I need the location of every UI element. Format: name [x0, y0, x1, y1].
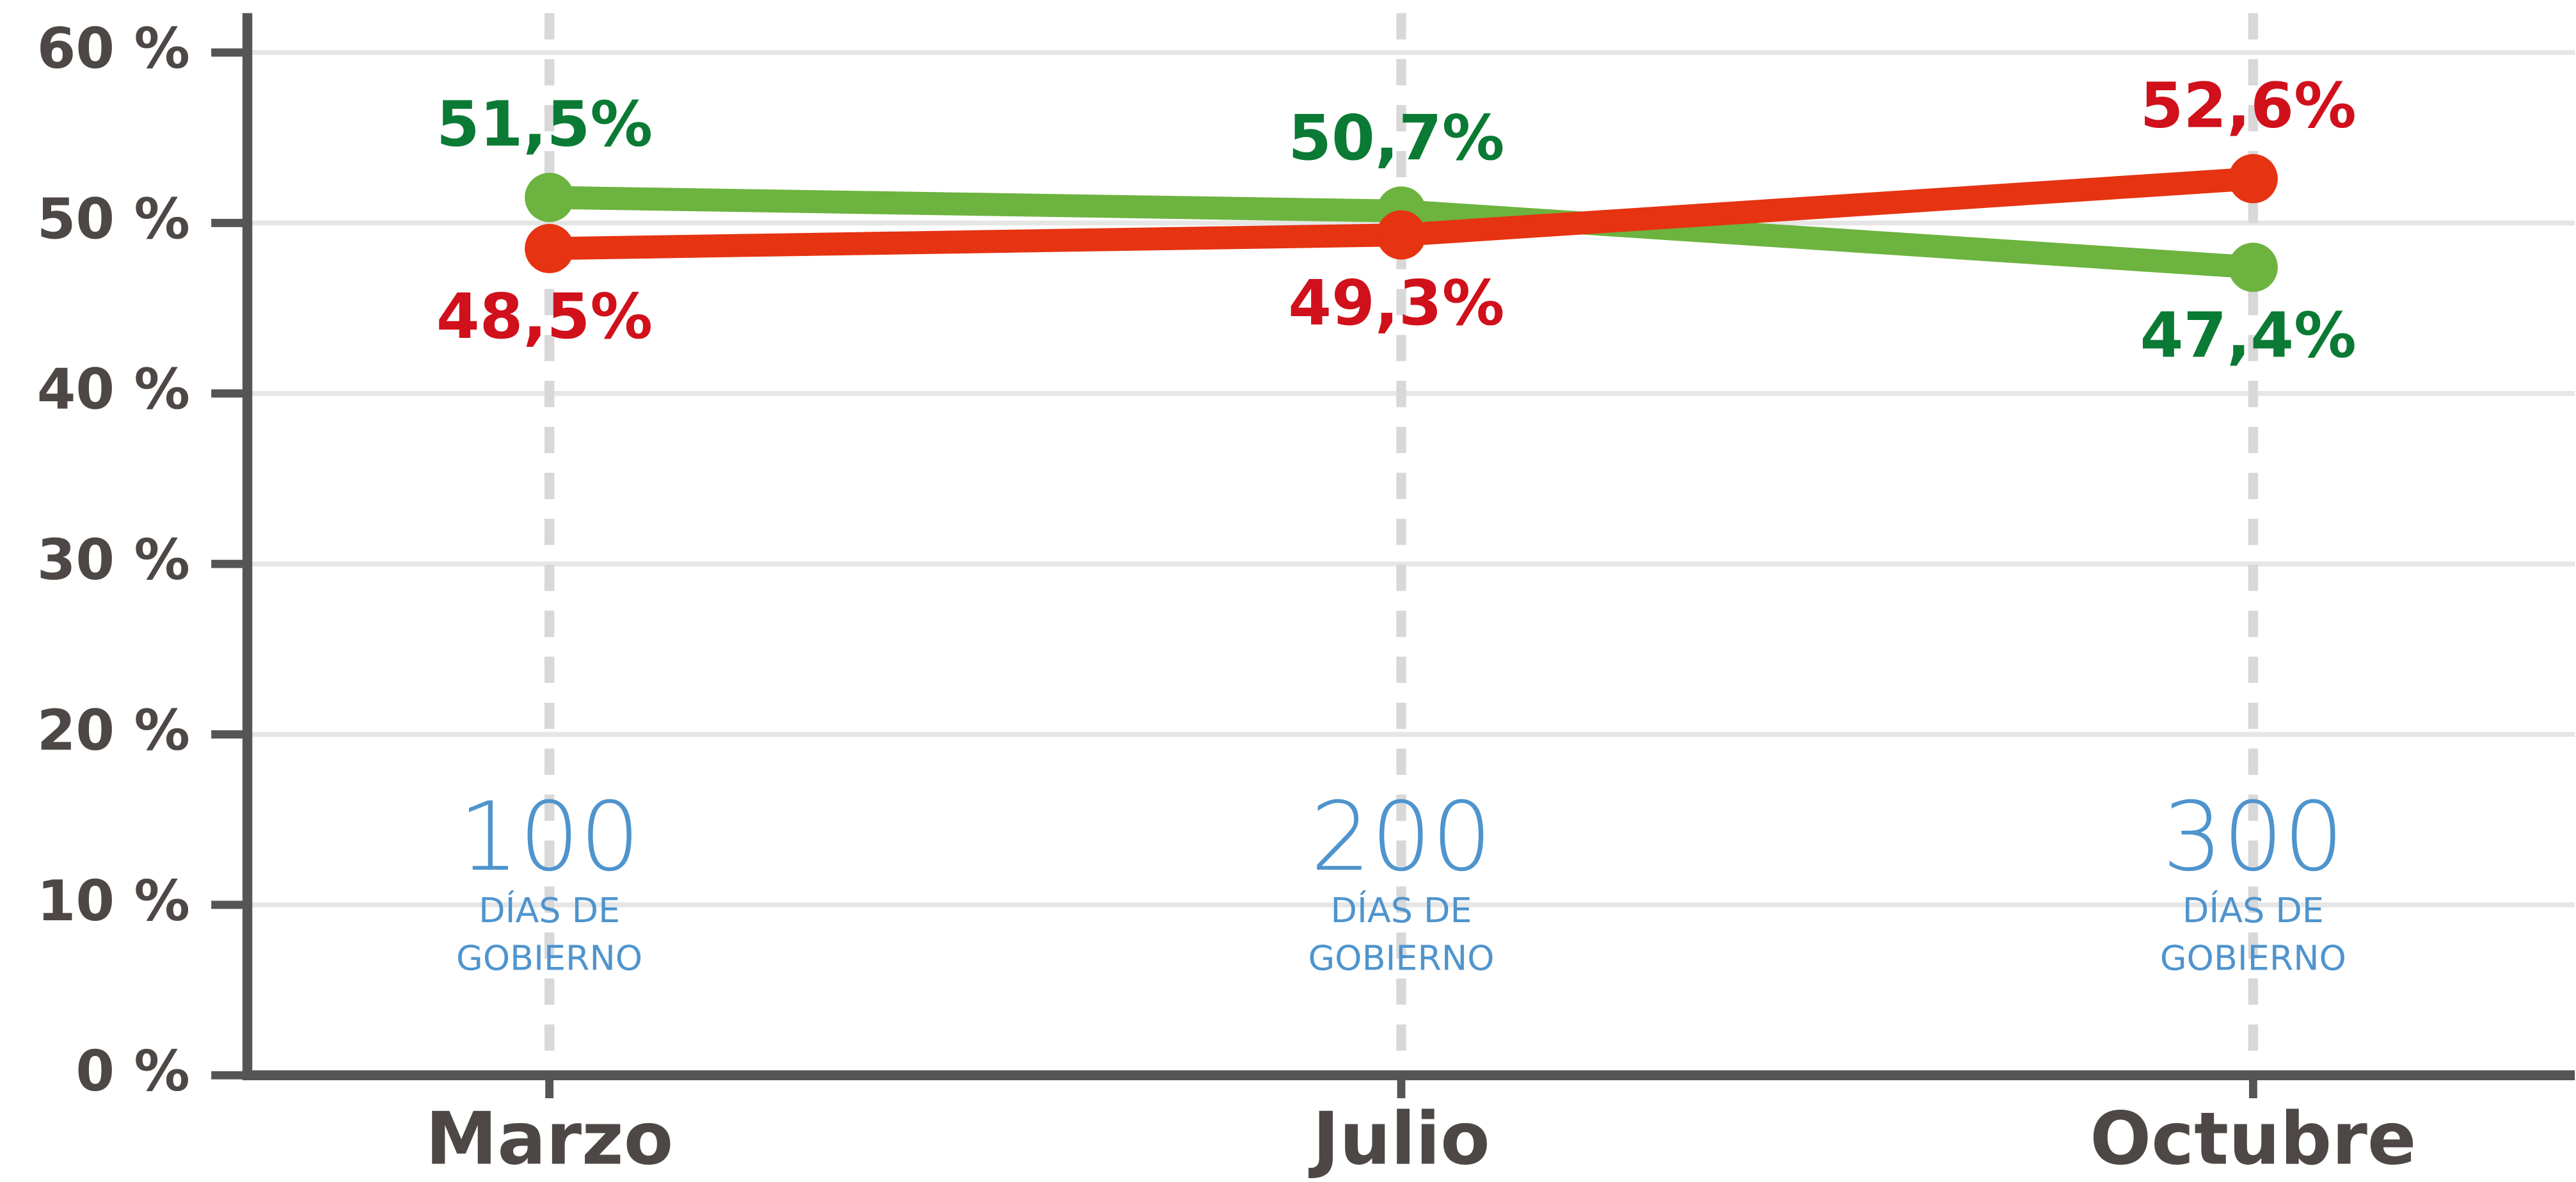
annotation-text: GOBIERNO	[456, 938, 642, 978]
annotation-number: 300	[2162, 782, 2344, 893]
x-tick-label: Julio	[1308, 1097, 1490, 1181]
annotation-text: GOBIERNO	[1308, 938, 1494, 978]
data-label: 48,5%	[436, 280, 653, 353]
annotation-text: DÍAS DE	[2182, 890, 2324, 930]
data-label: 49,3%	[1288, 267, 1504, 339]
data-point	[2228, 154, 2278, 204]
annotation-text: GOBIERNO	[2160, 938, 2346, 978]
data-label: 51,5%	[436, 88, 653, 161]
annotation-text: DÍAS DE	[1330, 890, 1472, 930]
y-tick-label: 60 %	[37, 16, 190, 81]
annotation-text: DÍAS DE	[479, 890, 620, 930]
y-tick-label: 40 %	[37, 357, 190, 422]
data-point	[1376, 210, 1426, 260]
data-point	[525, 173, 575, 222]
y-tick-label: 0 %	[76, 1039, 189, 1104]
data-label: 52,6%	[2140, 69, 2357, 141]
annotation-number: 200	[1310, 782, 1492, 893]
y-tick-label: 30 %	[37, 527, 190, 593]
data-label: 50,7%	[1288, 102, 1504, 174]
x-tick-label: Marzo	[425, 1097, 673, 1181]
y-tick-label: 20 %	[37, 698, 190, 763]
data-label: 47,4%	[2140, 299, 2357, 371]
x-tick-label: Octubre	[2090, 1097, 2416, 1181]
data-point	[2228, 243, 2278, 292]
annotation-number: 100	[459, 782, 640, 893]
y-tick-label: 50 %	[37, 186, 190, 252]
y-tick-label: 10 %	[37, 868, 190, 934]
data-point	[525, 223, 575, 273]
